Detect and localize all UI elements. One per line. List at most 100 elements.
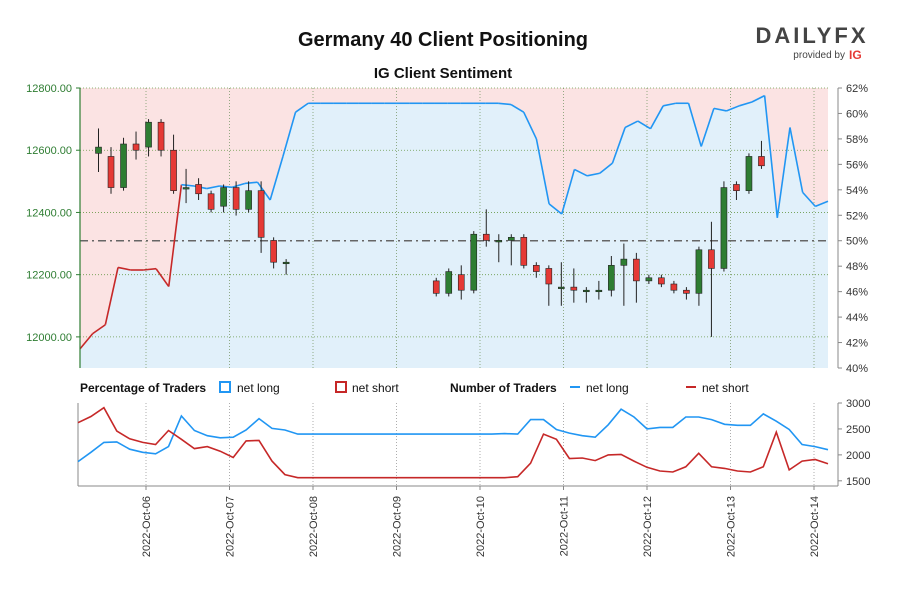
sentiment-line-segment	[739, 101, 753, 107]
sentiment-line-segment	[700, 108, 715, 147]
logo-wordmark: DAILYFX	[755, 23, 868, 48]
sentiment-line-segment	[663, 102, 677, 107]
chart-subtitle: IG Client Sentiment	[374, 65, 512, 82]
dailyfx-logo: DAILYFX provided by IG	[755, 23, 868, 62]
candle-body	[207, 193, 215, 210]
candle-body	[608, 265, 615, 291]
candle-body	[683, 289, 690, 294]
sentiment-line-segment	[155, 268, 170, 288]
legend-percentage-title: Percentage of Traders	[80, 381, 206, 395]
sentiment-tick-label: 40%	[846, 363, 868, 375]
candle-body	[107, 156, 115, 188]
sentiment-line-segment	[181, 183, 195, 187]
date-tick-label: 2022-Oct-13	[726, 496, 738, 557]
price-tick-label: 12000.00	[26, 332, 72, 344]
candle-body	[558, 286, 565, 289]
candle-body	[195, 184, 202, 195]
sentiment-line-segment	[713, 107, 727, 112]
sentiment-line-segment	[295, 102, 309, 113]
date-tick-label: 2022-Oct-10	[475, 496, 487, 557]
candle-body	[145, 121, 152, 148]
sentiment-line-segment	[92, 324, 106, 335]
date-tick-label: 2022-Oct-11	[559, 496, 571, 556]
traders-plot: 3000 2500 2000 1500 2022-Oct-06 2022-Oct-07 20…	[77, 398, 870, 557]
sentiment-line-segment	[244, 181, 258, 185]
price-tick-label: 12800.00	[26, 83, 72, 95]
date-tick-label: 2022-Oct-09	[392, 496, 404, 557]
candle-body	[695, 249, 703, 294]
sentiment-line-segment	[789, 127, 804, 193]
price-tick-label: 12200.00	[26, 270, 72, 282]
long-area	[80, 95, 828, 368]
candle-body	[270, 240, 277, 263]
candle-body	[708, 249, 715, 269]
candle-body	[257, 190, 265, 238]
candle-body	[232, 187, 240, 210]
candle-body	[445, 271, 453, 294]
sentiment-line-segment	[574, 168, 588, 177]
sentiment-line-segment	[687, 103, 702, 147]
sentiment-line-segment	[79, 333, 94, 350]
sentiment-line-segment	[776, 127, 791, 218]
candle-body	[495, 240, 503, 243]
traders-tick-label: 2500	[846, 424, 870, 436]
candle-body	[620, 258, 628, 266]
sentiment-tick-label: 56%	[846, 159, 868, 171]
sentiment-line-segment	[206, 185, 220, 190]
sentiment-line-segment	[560, 169, 576, 215]
logo-ig: IG	[849, 48, 862, 62]
sentiment-line-segment	[231, 182, 246, 189]
candle-body	[95, 146, 102, 154]
candle-body	[595, 289, 603, 293]
candle-body	[645, 277, 653, 282]
candle-body	[570, 286, 578, 291]
net-short-traders-line	[77, 406, 829, 479]
candle-body	[470, 233, 478, 291]
traders-legend: Percentage of Traders net long net short…	[80, 381, 749, 395]
candle-body	[182, 187, 190, 190]
candle-body	[545, 268, 553, 285]
candle-body	[758, 156, 765, 167]
sentiment-line-segment	[282, 111, 297, 157]
legend-pct-long-swatch	[219, 381, 231, 393]
candle-body	[733, 184, 740, 191]
traders-tick-label: 3000	[846, 398, 870, 410]
sentiment-line-segment	[751, 94, 765, 103]
sentiment-line-segment	[802, 191, 816, 207]
candle-body	[282, 261, 290, 265]
net-long-traders-line	[77, 408, 829, 463]
sentiment-line-segment	[219, 185, 233, 189]
candle-body	[720, 187, 728, 269]
sentiment-tick-label: 54%	[846, 185, 868, 197]
traders-tick-label: 2000	[846, 450, 870, 462]
candle-body	[245, 190, 252, 210]
date-tick-label: 2022-Oct-12	[642, 496, 654, 557]
date-tick-label: 2022-Oct-08	[308, 496, 320, 557]
candle-body	[583, 289, 590, 293]
sentiment-line-segment	[611, 127, 626, 164]
price-tick-label: 12400.00	[26, 207, 72, 219]
sentiment-line-segment	[523, 111, 538, 140]
sentiment-line-segment	[117, 266, 131, 271]
candle-body	[520, 237, 528, 266]
main-plot: 12800.00 12600.00 12400.00 12200.00 12000.00…	[26, 83, 868, 375]
sentiment-line-segment	[599, 162, 613, 174]
legend-pct-long-label: net long	[237, 381, 280, 395]
date-tick-label: 2022-Oct-07	[225, 496, 237, 557]
sentiment-tick-label: 48%	[846, 261, 868, 273]
candle-body	[170, 149, 177, 191]
candle-body	[507, 237, 515, 241]
candle-body	[120, 143, 127, 188]
candle-body	[157, 121, 165, 151]
sentiment-line-segment	[815, 200, 829, 208]
candle-body	[482, 233, 490, 241]
sentiment-line-segment	[510, 103, 525, 113]
legend-num-long-label: net long	[586, 381, 629, 395]
sentiment-line-segment	[763, 95, 779, 218]
sentiment-tick-label: 46%	[846, 287, 868, 299]
candle-body	[658, 277, 665, 285]
candle-body	[220, 187, 227, 207]
traders-tick-label: 1500	[846, 476, 870, 488]
chart-title: Germany 40 Client Positioning	[298, 29, 588, 51]
